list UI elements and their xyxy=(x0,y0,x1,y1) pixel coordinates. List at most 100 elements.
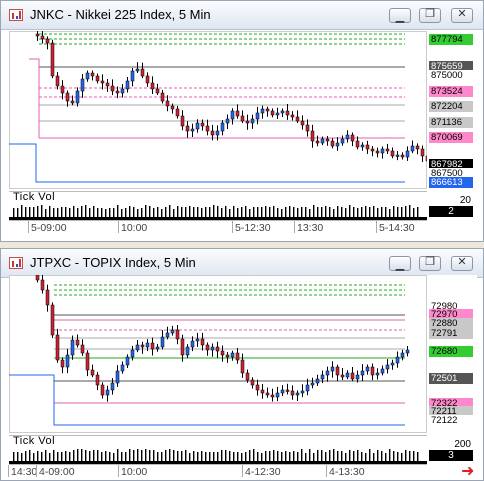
candle xyxy=(360,370,365,376)
title-bar[interactable]: JTPXC - TOPIX Index, 5 Min ▁ ❐ ✕ xyxy=(1,249,483,278)
candle xyxy=(355,140,360,148)
candle xyxy=(185,125,190,132)
candle xyxy=(410,145,415,152)
price-chart[interactable] xyxy=(9,31,427,189)
volume-bar xyxy=(117,205,119,217)
volume-bar xyxy=(93,450,95,461)
candle xyxy=(305,384,310,392)
price-label: 872204 xyxy=(429,101,473,112)
candle xyxy=(140,68,145,77)
time-separator xyxy=(8,465,9,477)
scroll-right-arrow-icon[interactable]: ➜ xyxy=(461,463,475,480)
volume-bar xyxy=(189,453,191,461)
volume-bar xyxy=(133,207,135,217)
plot-frame xyxy=(9,275,427,433)
candle xyxy=(180,115,185,127)
candle xyxy=(325,370,330,376)
volume-bar xyxy=(217,206,219,217)
price-chart-canvas[interactable] xyxy=(9,31,427,189)
volume-bar xyxy=(305,207,307,217)
volume-bar xyxy=(257,207,259,217)
candle xyxy=(290,390,295,396)
volume-bar xyxy=(361,207,363,217)
volume-baseline xyxy=(9,461,427,464)
candle xyxy=(245,372,250,381)
volume-bar xyxy=(97,450,99,461)
candle xyxy=(225,118,230,124)
title-bar[interactable]: JNKC - Nikkei 225 Index, 5 Min ▁ ❐ ✕ xyxy=(1,1,483,30)
volume-bar xyxy=(49,453,51,461)
volume-bar xyxy=(109,208,111,217)
price-chart-canvas[interactable] xyxy=(9,275,427,433)
price-axis[interactable]: 877794 875659 875000 873524 872204 871136 8700… xyxy=(427,31,477,189)
candle xyxy=(325,138,330,142)
volume-bar xyxy=(229,451,231,461)
volume-panel[interactable]: Tick Vol xyxy=(9,191,427,220)
time-axis[interactable]: 14:30 4-09:00 10:00 4-12:30 4-13:30 xyxy=(8,464,427,479)
volume-bar xyxy=(345,453,347,461)
price-axis[interactable]: 72980 72970 72880 72791 72680 72501 72322 72211… xyxy=(427,275,477,433)
volume-bar xyxy=(377,208,379,217)
volume-bar xyxy=(337,451,339,461)
close-button[interactable]: ✕ xyxy=(451,256,473,271)
volume-bar xyxy=(417,207,419,217)
volume-bar xyxy=(357,450,359,461)
time-separator xyxy=(232,221,233,233)
volume-bar xyxy=(261,207,263,217)
volume-bar xyxy=(149,450,151,461)
candle xyxy=(185,346,190,356)
minimize-button[interactable]: ▁ xyxy=(389,8,411,23)
candle xyxy=(140,344,145,348)
minimize-button[interactable]: ▁ xyxy=(389,256,411,271)
volume-bar xyxy=(385,453,387,461)
candle xyxy=(255,112,260,120)
close-button[interactable]: ✕ xyxy=(451,8,473,23)
time-label: 10:00 xyxy=(121,466,148,478)
restore-button[interactable]: ❐ xyxy=(419,8,441,23)
volume-bar xyxy=(381,207,383,217)
chart-app-icon xyxy=(9,9,23,21)
volume-bar xyxy=(185,207,187,217)
candle xyxy=(95,75,100,82)
volume-bar xyxy=(129,206,131,217)
volume-bar xyxy=(341,207,343,217)
candle xyxy=(135,344,140,351)
candle xyxy=(345,134,350,140)
window-title: JNKC - Nikkei 225 Index, 5 Min xyxy=(30,7,211,22)
volume-bar xyxy=(233,206,235,217)
volume-bar xyxy=(317,207,319,217)
price-label: 867500 xyxy=(429,168,473,179)
volume-bar xyxy=(49,206,51,217)
volume-bar xyxy=(225,450,227,461)
volume-panel[interactable]: Tick Vol xyxy=(9,435,427,464)
candle xyxy=(160,92,165,102)
time-separator xyxy=(326,465,327,477)
candle xyxy=(280,389,285,394)
volume-bar xyxy=(221,450,223,461)
candle xyxy=(95,374,100,386)
volume-bar xyxy=(177,451,179,461)
volume-bar xyxy=(177,206,179,217)
restore-button[interactable]: ❐ xyxy=(419,256,441,271)
candle xyxy=(260,389,265,394)
minimize-icon: ▁ xyxy=(395,259,405,271)
time-axis[interactable]: 5-09:00 10:00 5-12:30 13:30 5-14:30 xyxy=(9,220,427,235)
volume-bar xyxy=(193,207,195,217)
price-chart[interactable] xyxy=(9,275,427,433)
candle xyxy=(215,346,220,352)
candle xyxy=(285,110,290,116)
volume-bar xyxy=(401,207,403,217)
volume-axis-top: 200 xyxy=(454,439,471,450)
volume-bar xyxy=(245,206,247,217)
volume-bar xyxy=(53,450,55,461)
time-label: 4-12:30 xyxy=(245,466,281,478)
volume-bar xyxy=(269,207,271,217)
volume-bar xyxy=(289,206,291,217)
volume-bar xyxy=(197,207,199,217)
volume-bar xyxy=(37,206,39,217)
volume-bar xyxy=(213,205,215,217)
volume-bar xyxy=(413,208,415,217)
volume-bar xyxy=(161,209,163,217)
candle xyxy=(120,88,125,94)
volume-bar xyxy=(325,452,327,461)
